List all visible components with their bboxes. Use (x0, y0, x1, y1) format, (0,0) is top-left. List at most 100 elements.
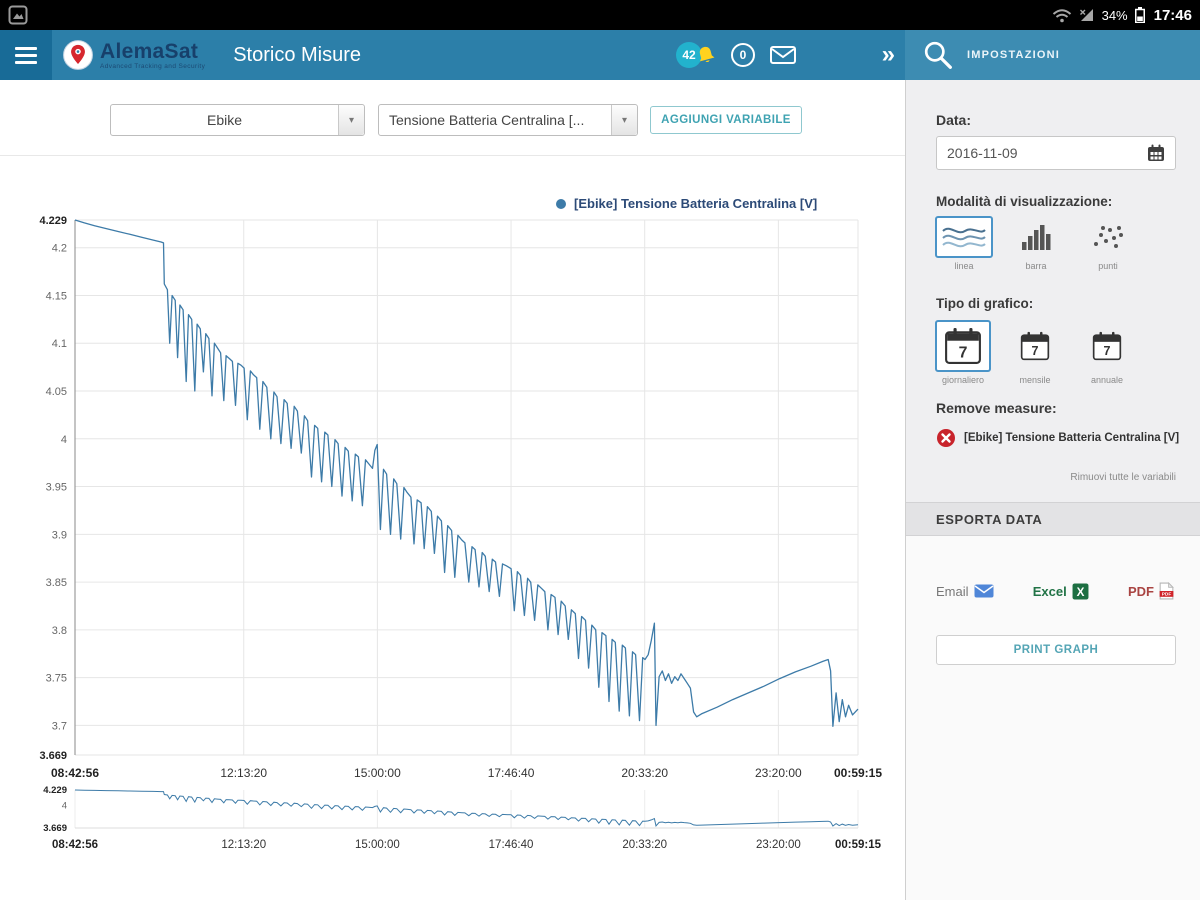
mail-icon[interactable] (770, 46, 796, 64)
export-pdf-button[interactable]: PDF PDF (1128, 582, 1174, 600)
menu-button[interactable] (0, 30, 52, 80)
battery-percent: 34% (1101, 7, 1128, 23)
svg-text:4.2: 4.2 (52, 243, 67, 255)
alemasat-logo-icon (63, 40, 93, 70)
view-mode-points-label: punti (1098, 261, 1118, 271)
points-mode-icon (1094, 226, 1123, 248)
device-select-value: Ebike (206, 112, 243, 128)
svg-text:17:46:40: 17:46:40 (489, 839, 534, 851)
svg-text:00:59:15: 00:59:15 (835, 839, 882, 851)
svg-text:3.669: 3.669 (39, 750, 67, 762)
svg-text:08:42:56: 08:42:56 (51, 766, 99, 780)
svg-text:23:20:00: 23:20:00 (755, 766, 802, 780)
svg-text:4.1: 4.1 (52, 338, 67, 350)
legend-label: [Ebike] Tensione Batteria Centralina [V] (574, 196, 818, 211)
divider (0, 155, 905, 156)
graph-type-yearly[interactable]: 7 annuale (1076, 320, 1138, 385)
svg-text:4.229: 4.229 (43, 786, 67, 796)
date-label: Data: (936, 112, 972, 128)
svg-text:23:20:00: 23:20:00 (756, 839, 801, 851)
view-mode-bar[interactable]: barra (1004, 216, 1068, 271)
svg-text:4.229: 4.229 (39, 215, 67, 227)
view-mode-bar-label: barra (1025, 261, 1047, 271)
bell-icon (694, 43, 718, 67)
alerts-badge[interactable]: 42 (676, 42, 702, 68)
chevron-down-icon: ▾ (611, 105, 637, 135)
view-mode-line[interactable]: linea (932, 216, 996, 271)
search-icon (924, 41, 952, 69)
brand-logo: AlemaSat Advanced Tracking and Security (62, 39, 205, 71)
view-mode-line-label: linea (954, 261, 974, 271)
alerts-group[interactable]: 42 (676, 42, 716, 68)
signal-off-icon (1079, 9, 1093, 21)
appbar-actions: 42 0 » (676, 30, 905, 80)
svg-text:4.05: 4.05 (46, 386, 67, 398)
monthly-calendar-icon: 7 (1020, 331, 1050, 361)
graph-type-label: Tipo di grafico: (936, 296, 1034, 311)
android-status-bar: 34% 17:46 (0, 0, 1200, 30)
notification-icon (8, 5, 28, 25)
svg-text:17:46:40: 17:46:40 (488, 766, 535, 780)
svg-text:3.95: 3.95 (46, 482, 67, 494)
remove-icon[interactable] (936, 428, 956, 448)
export-excel-label: Excel (1032, 583, 1067, 599)
svg-text:3.669: 3.669 (43, 823, 67, 834)
measures-chart[interactable]: 08:42:56 12:13:20 15:00:00 17:46:40 20:33:20… (0, 185, 905, 785)
graph-type-daily-label: giornaliero (941, 375, 985, 385)
date-input[interactable]: 2016-11-09 (936, 136, 1176, 170)
svg-text:3.7: 3.7 (52, 720, 67, 732)
legend-marker (556, 198, 566, 209)
svg-text:12:13:20: 12:13:20 (220, 766, 267, 780)
remove-measure-label: Remove measure: (936, 400, 1057, 416)
app-bar: AlemaSat Advanced Tracking and Security … (0, 30, 905, 80)
view-mode-label: Modalità di visualizzazione: (936, 194, 1113, 209)
export-email-label: Email (936, 583, 969, 599)
svg-text:12:13:20: 12:13:20 (221, 839, 266, 851)
print-graph-button[interactable]: PRINT GRAPH (936, 635, 1176, 665)
remove-all-link[interactable]: Rimuovi tutte le variabili (1070, 472, 1176, 483)
svg-text:08:42:56: 08:42:56 (52, 839, 98, 851)
view-mode-points[interactable]: punti (1076, 216, 1140, 271)
svg-text:X: X (1076, 585, 1084, 598)
calendar-icon[interactable] (1147, 144, 1165, 162)
svg-text:7: 7 (959, 345, 968, 362)
export-section-bg (906, 536, 1200, 900)
settings-panel-header[interactable]: IMPOSTAZIONI (905, 30, 1200, 80)
yearly-calendar-icon: 7 (1092, 331, 1122, 361)
settings-sidebar: Data: 2016-11-09 Modalità di visualizzaz… (905, 80, 1200, 900)
variable-select[interactable]: Tensione Batteria Centralina [... ▾ (378, 104, 638, 136)
chart-legend[interactable]: [Ebike] Tensione Batteria Centralina [V] (556, 196, 817, 211)
settings-panel-title: IMPOSTAZIONI (967, 49, 1061, 61)
remove-measure-item[interactable]: [Ebike] Tensione Batteria Centralina [V] (936, 428, 1184, 448)
graph-type-monthly-label: mensile (1019, 375, 1051, 385)
svg-text:3.85: 3.85 (46, 577, 67, 589)
messages-badge[interactable]: 0 (731, 43, 755, 67)
status-time: 17:46 (1153, 6, 1192, 24)
brand-name: AlemaSat (100, 39, 199, 63)
svg-text:20:33:20: 20:33:20 (621, 766, 668, 780)
wifi-icon (1052, 8, 1071, 22)
daily-calendar-icon: 7 (945, 328, 981, 364)
svg-text:3.75: 3.75 (46, 673, 67, 685)
bar-mode-icon (1022, 225, 1051, 250)
pdf-icon: PDF (1159, 582, 1174, 600)
add-variable-button[interactable]: AGGIUNGI VARIABILE (650, 106, 802, 134)
email-icon (974, 584, 994, 598)
export-email-button[interactable]: Email (936, 584, 994, 599)
svg-text:15:00:00: 15:00:00 (354, 766, 401, 780)
graph-type-yearly-label: annuale (1090, 375, 1124, 385)
export-pdf-label: PDF (1128, 583, 1154, 599)
svg-text:3.8: 3.8 (52, 625, 67, 637)
export-excel-button[interactable]: Excel X (1033, 583, 1089, 600)
svg-text:PDF: PDF (1162, 592, 1172, 598)
graph-type-daily[interactable]: 7 giornaliero (932, 320, 994, 385)
date-value: 2016-11-09 (947, 145, 1018, 161)
graph-type-monthly[interactable]: 7 mensile (1004, 320, 1066, 385)
svg-text:4: 4 (62, 801, 67, 812)
svg-text:00:59:15: 00:59:15 (834, 766, 882, 780)
chart-navigator[interactable]: 08:42:56 12:13:20 15:00:00 17:46:40 20:33:20… (0, 786, 905, 871)
overflow-chevron-icon[interactable]: » (881, 41, 895, 68)
svg-text:3.9: 3.9 (52, 529, 67, 541)
graph-type-options: 7 giornaliero 7 mensile (932, 320, 1138, 385)
device-select[interactable]: Ebike ▾ (110, 104, 365, 136)
